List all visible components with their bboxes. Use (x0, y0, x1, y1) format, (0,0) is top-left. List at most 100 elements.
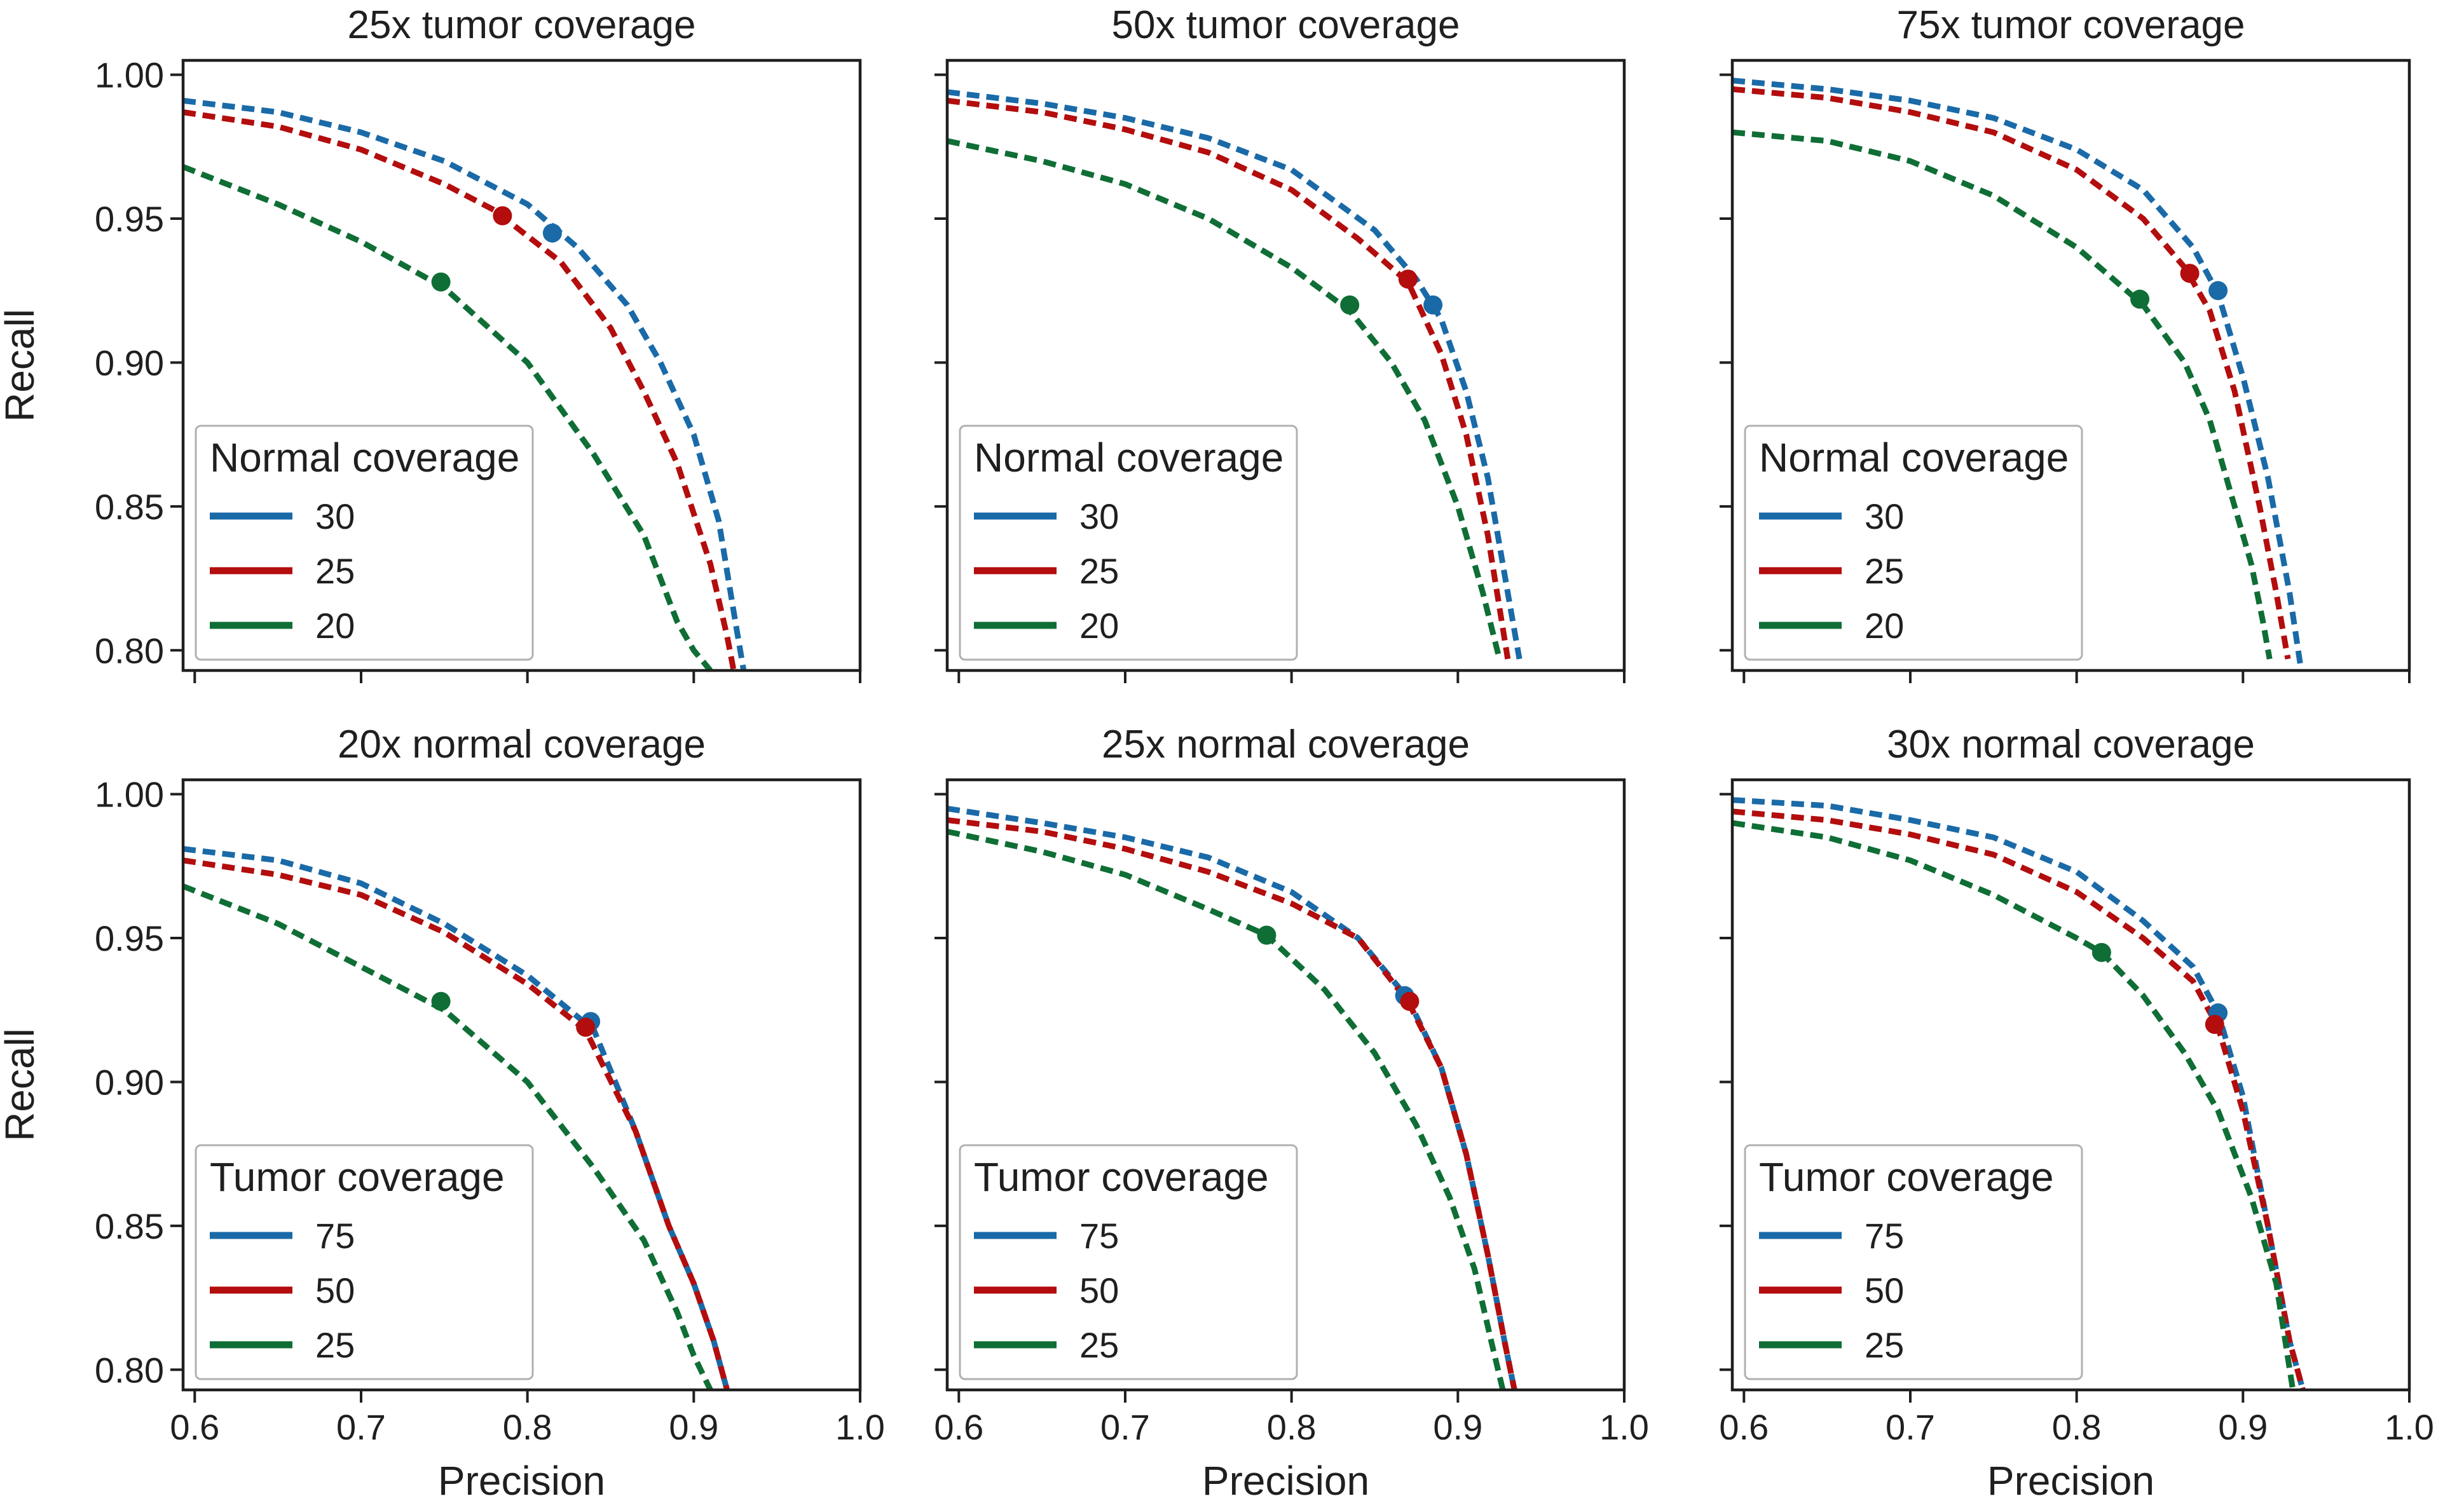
series-line-50 (1732, 808, 2306, 1391)
series-marker-25 (2180, 264, 2200, 283)
series-marker-50 (2205, 1014, 2224, 1034)
legend-box (195, 1144, 534, 1380)
x-tick-label: 0.8 (1267, 1407, 1317, 1447)
legend-label: 30 (1865, 496, 1904, 536)
y-tick-label: 0.85 (95, 487, 164, 527)
legend: Tumor coverage 75 50 25 (1744, 1144, 2083, 1380)
panel-title: 20x normal coverage (338, 723, 706, 766)
legend: Normal coverage 30 25 20 (1744, 425, 2083, 661)
legend-box (195, 425, 534, 661)
series-line-30 (1732, 78, 2304, 671)
legend-label: 20 (315, 606, 355, 646)
panel-30x-normal-coverage: 30x normal coverage 0.6 0.7 0.8 0.9 1.0 Prec… (1719, 723, 2434, 1504)
x-tick-label: 0.8 (2052, 1407, 2102, 1447)
y-tick-label: 1.00 (95, 55, 164, 95)
legend-label: 20 (1079, 606, 1119, 646)
panel-20x-normal-coverage: 20x normal coverage 0.6 0.7 0.8 0.9 1.00.800… (0, 723, 885, 1504)
legend-label: 50 (1865, 1270, 1904, 1310)
legend-title: Normal coverage (1759, 435, 2069, 480)
x-axis-label: Precision (1987, 1458, 2154, 1504)
axes-frame (1730, 58, 2411, 672)
x-tick-label: 0.9 (2218, 1407, 2268, 1447)
x-tick-label: 1.0 (835, 1407, 885, 1447)
legend-label: 25 (315, 551, 355, 591)
x-tick-label: 0.9 (1433, 1407, 1482, 1447)
legend: Tumor coverage 75 50 25 (195, 1144, 534, 1380)
legend-title: Tumor coverage (1759, 1154, 2054, 1200)
legend-label: 25 (1865, 1325, 1904, 1365)
x-tick-label: 0.8 (503, 1407, 552, 1447)
series-marker-25 (1257, 925, 1276, 945)
series-line-30 (947, 89, 1523, 660)
panel-title: 25x normal coverage (1102, 723, 1470, 766)
legend-label: 30 (315, 496, 355, 536)
axes-frame (181, 778, 862, 1392)
plot-area: 0.6 0.7 0.8 0.9 1.0 (934, 778, 1649, 1447)
series-marker-50 (576, 1017, 596, 1037)
x-tick-label: 0.7 (1886, 1407, 1935, 1447)
legend: Normal coverage 30 25 20 (195, 425, 534, 661)
series-marker-25 (2091, 942, 2111, 962)
y-tick-label: 0.90 (95, 343, 164, 383)
legend-label: 25 (1079, 1325, 1119, 1365)
series-marker-20 (431, 272, 451, 292)
plot-area (934, 58, 1626, 683)
panel-25x-tumor-coverage: 25x tumor coverage 0.800.850.900.951.00 … (0, 3, 862, 683)
y-axis-label: Recall (0, 1028, 43, 1141)
legend: Tumor coverage 75 50 25 (959, 1144, 1298, 1380)
series-line-25 (1732, 86, 2291, 660)
series-line-25 (182, 109, 737, 671)
axes-frame (1730, 778, 2411, 1392)
legend: Normal coverage 30 25 20 (959, 425, 1298, 661)
y-tick-label: 0.90 (95, 1062, 164, 1102)
series-marker-30 (2208, 281, 2228, 301)
y-tick-label: 1.00 (95, 775, 164, 815)
x-axis-label: Precision (438, 1458, 605, 1504)
plot-area: 0.6 0.7 0.8 0.9 1.0 (1719, 778, 2434, 1447)
legend-box (959, 1144, 1298, 1380)
legend-label: 25 (1079, 551, 1119, 591)
panel-50x-tumor-coverage: 50x tumor coverage Normal coverage 30 25… (934, 3, 1626, 683)
y-tick-label: 0.85 (95, 1206, 164, 1246)
series-line-30 (182, 97, 747, 671)
legend-box (1744, 1144, 2083, 1380)
y-tick-label: 0.80 (95, 1350, 164, 1390)
panel-title: 50x tumor coverage (1112, 3, 1460, 47)
legend-title: Normal coverage (210, 435, 519, 480)
x-tick-label: 0.9 (669, 1407, 718, 1447)
legend-title: Tumor coverage (974, 1154, 1269, 1200)
plot-area (1720, 58, 2411, 683)
axes-frame (945, 58, 1626, 672)
legend-label: 75 (315, 1216, 355, 1256)
panel-title: 75x tumor coverage (1897, 3, 2245, 47)
series-line-25 (947, 829, 1506, 1391)
x-tick-label: 1.0 (1599, 1407, 1649, 1447)
x-tick-label: 0.6 (170, 1407, 219, 1447)
panel-75x-tumor-coverage: 75x tumor coverage Normal coverage 30 25… (1720, 3, 2411, 683)
legend-label: 20 (1865, 606, 1904, 646)
series-line-25 (947, 97, 1511, 660)
axes-frame (945, 778, 1626, 1392)
plot-area: 0.6 0.7 0.8 0.9 1.0 0.80 0.85 0.90 0.95 1.00 (95, 775, 885, 1447)
legend-title: Normal coverage (974, 435, 1283, 480)
x-tick-label: 1.0 (2385, 1407, 2434, 1447)
legend-label: 50 (315, 1270, 355, 1310)
series-marker-20 (1340, 295, 1360, 315)
panel-title: 25x tumor coverage (348, 3, 696, 47)
legend-label: 25 (315, 1325, 355, 1365)
series-marker-25 (1398, 269, 1418, 289)
x-axis-label: Precision (1202, 1458, 1369, 1504)
legend-box (1744, 425, 2083, 661)
legend-label: 25 (1865, 551, 1904, 591)
legend-title: Tumor coverage (210, 1154, 505, 1200)
legend-label: 75 (1079, 1216, 1119, 1256)
y-axis-label: Recall (0, 309, 43, 422)
y-tick-label: 0.95 (95, 918, 164, 958)
plot-area: 0.80 0.85 0.90 0.95 1.00 (95, 55, 862, 683)
y-tick-label: 0.95 (95, 199, 164, 239)
series-marker-50 (1400, 991, 1420, 1011)
legend-label: 50 (1079, 1270, 1119, 1310)
panel-25x-normal-coverage: 25x normal coverage 0.6 0.7 0.8 0.9 1.0 Prec… (934, 723, 1649, 1504)
series-marker-25 (431, 991, 451, 1011)
